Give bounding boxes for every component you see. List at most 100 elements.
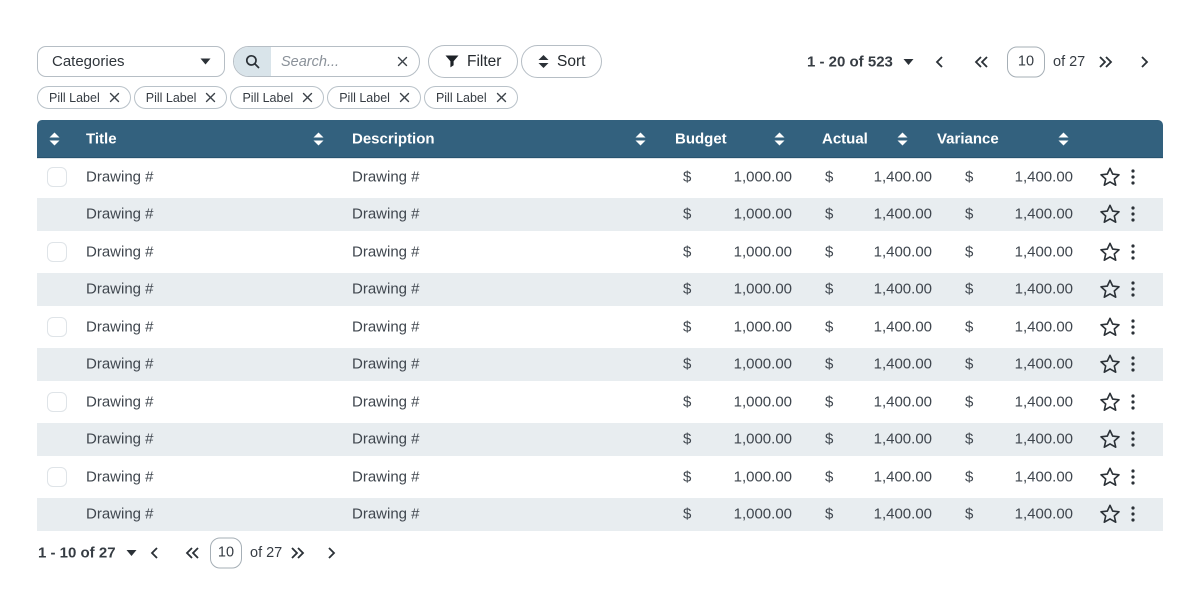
budget-currency-sign: $ [683, 318, 691, 335]
row-checkbox[interactable] [47, 392, 67, 412]
favorite-star-icon[interactable] [1099, 241, 1121, 262]
favorite-star-icon[interactable] [1099, 466, 1121, 487]
favorite-star-icon[interactable] [1099, 279, 1121, 300]
kebab-menu-icon[interactable] [1127, 242, 1139, 262]
table-row[interactable]: Drawing # Drawing # $ 1,000.00 $ 1,400.0… [37, 346, 1163, 384]
sort-button[interactable]: Sort [521, 45, 602, 78]
budget-currency-sign: $ [683, 506, 691, 523]
actual-currency-sign: $ [825, 393, 833, 410]
cell-budget: 1,000.00 [734, 356, 792, 373]
kebab-menu-icon[interactable] [1127, 467, 1139, 487]
filter-chip-label: Pill Label [49, 91, 100, 105]
bottom-page-input[interactable] [210, 537, 242, 568]
kebab-menu-icon[interactable] [1127, 354, 1139, 374]
column-header-variance[interactable]: Variance [937, 130, 999, 147]
favorite-star-icon[interactable] [1099, 504, 1121, 525]
row-checkbox[interactable] [47, 317, 67, 337]
remove-chip-icon[interactable] [205, 92, 216, 103]
table-row[interactable]: Drawing # Drawing # $ 1,000.00 $ 1,400.0… [37, 383, 1163, 421]
sort-icon[interactable] [774, 132, 785, 145]
row-checkbox[interactable] [47, 167, 67, 187]
favorite-star-icon[interactable] [1099, 354, 1121, 375]
kebab-menu-icon[interactable] [1127, 429, 1139, 449]
table-row[interactable]: Drawing # Drawing # $ 1,000.00 $ 1,400.0… [37, 308, 1163, 346]
bottom-range-dropdown[interactable]: 1 - 10 of 27 [38, 544, 137, 561]
top-range-dropdown[interactable]: 1 - 20 of 523 [807, 53, 914, 70]
double-chevron-right-button[interactable] [1098, 55, 1113, 68]
remove-chip-icon[interactable] [496, 92, 507, 103]
cell-variance: 1,400.00 [1015, 318, 1073, 335]
double-chevron-right-button[interactable] [290, 546, 305, 559]
row-checkbox[interactable] [47, 242, 67, 262]
kebab-menu-icon[interactable] [1127, 317, 1139, 337]
cell-actual: 1,400.00 [874, 356, 932, 373]
search-box[interactable] [233, 46, 420, 77]
kebab-menu-icon[interactable] [1127, 279, 1139, 299]
chevron-left-button[interactable] [935, 55, 944, 68]
sort-icon[interactable] [313, 132, 324, 145]
sort-icon[interactable] [635, 132, 646, 145]
filter-button-label: Filter [467, 53, 501, 71]
table-row[interactable]: Drawing # Drawing # $ 1,000.00 $ 1,400.0… [37, 421, 1163, 459]
remove-chip-icon[interactable] [399, 92, 410, 103]
double-chevron-left-button[interactable] [974, 55, 989, 68]
kebab-menu-icon[interactable] [1127, 167, 1139, 187]
favorite-star-icon[interactable] [1099, 429, 1121, 450]
cell-description: Drawing # [352, 243, 420, 260]
filter-chip[interactable]: Pill Label [134, 86, 228, 109]
filter-chip[interactable]: Pill Label [424, 86, 518, 109]
categories-select[interactable]: Categories [37, 46, 225, 77]
budget-currency-sign: $ [683, 243, 691, 260]
table-row[interactable]: Drawing # Drawing # $ 1,000.00 $ 1,400.0… [37, 271, 1163, 309]
variance-currency-sign: $ [965, 393, 973, 410]
search-input[interactable] [271, 54, 397, 70]
column-header-actual[interactable]: Actual [822, 130, 868, 147]
filter-button[interactable]: Filter [428, 45, 518, 78]
column-header-title[interactable]: Title [86, 130, 117, 147]
search-icon [245, 54, 261, 70]
budget-currency-sign: $ [683, 393, 691, 410]
chevron-left-button[interactable] [150, 546, 159, 559]
bottom-page-count-label: of 27 [250, 545, 282, 561]
remove-chip-icon[interactable] [109, 92, 120, 103]
favorite-star-icon[interactable] [1099, 391, 1121, 412]
favorite-star-icon[interactable] [1099, 316, 1121, 337]
remove-chip-icon[interactable] [302, 92, 313, 103]
row-checkbox[interactable] [47, 467, 67, 487]
table-row[interactable]: Drawing # Drawing # $ 1,000.00 $ 1,400.0… [37, 496, 1163, 534]
kebab-menu-icon[interactable] [1127, 504, 1139, 524]
table-row[interactable]: Drawing # Drawing # $ 1,000.00 $ 1,400.0… [37, 158, 1163, 196]
favorite-star-icon[interactable] [1099, 166, 1121, 187]
double-chevron-left-button[interactable] [185, 546, 200, 559]
filter-chip-label: Pill Label [339, 91, 390, 105]
filter-chip[interactable]: Pill Label [327, 86, 421, 109]
clear-search-icon[interactable] [397, 56, 408, 67]
table-row[interactable]: Drawing # Drawing # $ 1,000.00 $ 1,400.0… [37, 458, 1163, 496]
sort-icon[interactable] [49, 132, 60, 145]
categories-select-label: Categories [52, 53, 125, 70]
chevron-right-button[interactable] [327, 546, 336, 559]
table-row[interactable]: Drawing # Drawing # $ 1,000.00 $ 1,400.0… [37, 233, 1163, 271]
table-header: Title Description Budget Actual Variance [37, 120, 1163, 158]
cell-actual: 1,400.00 [874, 468, 932, 485]
cell-description: Drawing # [352, 506, 420, 523]
budget-currency-sign: $ [683, 356, 691, 373]
filter-chip[interactable]: Pill Label [37, 86, 131, 109]
filter-chip[interactable]: Pill Label [230, 86, 324, 109]
kebab-menu-icon[interactable] [1127, 392, 1139, 412]
sort-icon[interactable] [1058, 132, 1069, 145]
kebab-menu-icon[interactable] [1127, 204, 1139, 224]
search-icon-cap [234, 47, 271, 76]
chevron-right-button[interactable] [1140, 55, 1149, 68]
actual-currency-sign: $ [825, 243, 833, 260]
cell-description: Drawing # [352, 431, 420, 448]
top-page-input[interactable] [1007, 46, 1045, 77]
actual-currency-sign: $ [825, 468, 833, 485]
column-header-description[interactable]: Description [352, 130, 435, 147]
actual-currency-sign: $ [825, 431, 833, 448]
table-row[interactable]: Drawing # Drawing # $ 1,000.00 $ 1,400.0… [37, 196, 1163, 234]
favorite-star-icon[interactable] [1099, 204, 1121, 225]
column-header-budget[interactable]: Budget [675, 130, 727, 147]
sort-icon[interactable] [897, 132, 908, 145]
chevron-down-icon [903, 58, 914, 65]
